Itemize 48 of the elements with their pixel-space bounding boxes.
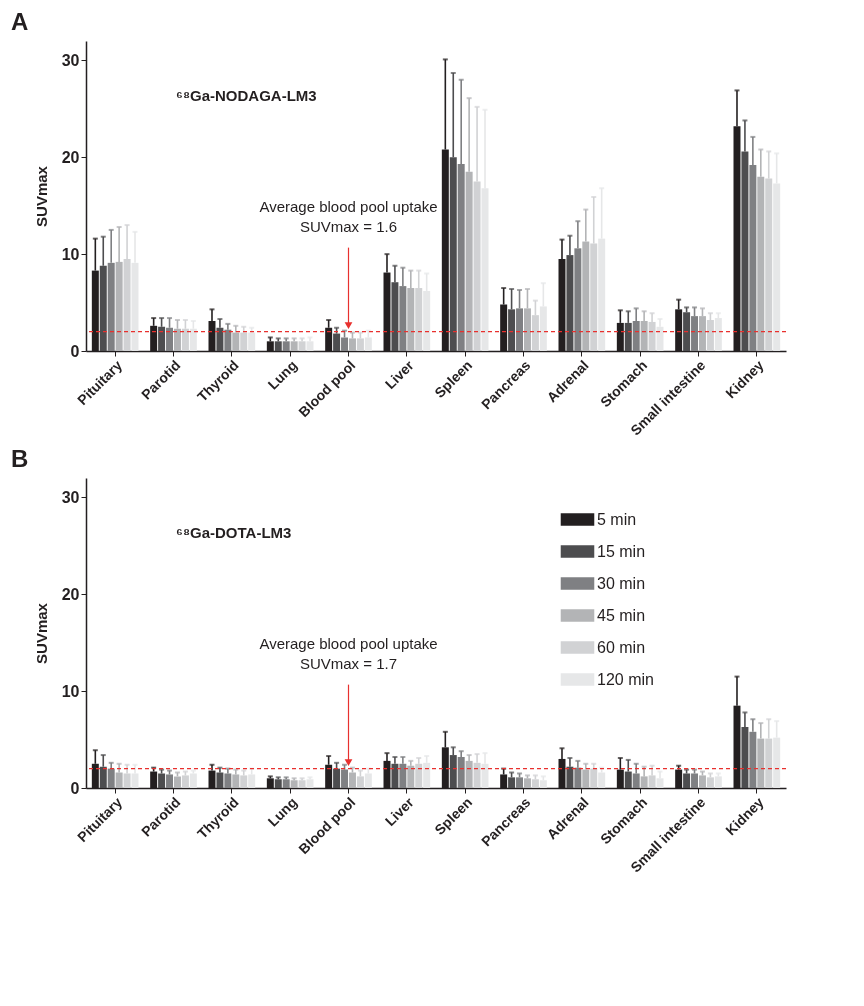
bar bbox=[240, 332, 248, 351]
bar bbox=[341, 769, 349, 788]
chart-title: B bbox=[11, 445, 29, 472]
bar bbox=[356, 776, 364, 788]
bar bbox=[683, 312, 691, 351]
annotation: ⁶⁸Ga-DOTA-LM3 bbox=[176, 524, 292, 541]
bar bbox=[508, 777, 516, 788]
annotation: Average blood pool uptake SUVmax = 1.7 bbox=[259, 634, 438, 672]
bar bbox=[364, 773, 372, 788]
bar bbox=[415, 763, 423, 788]
y-tick-label: 20 bbox=[61, 585, 80, 603]
bar bbox=[248, 332, 256, 351]
legend-label: 60 min bbox=[597, 638, 646, 656]
y-tick-label: 0 bbox=[70, 779, 80, 797]
bar bbox=[590, 768, 598, 788]
bar bbox=[107, 768, 115, 788]
bar bbox=[465, 760, 473, 788]
y-tick-label: 0 bbox=[70, 342, 80, 360]
y-axis-title: SUVmax bbox=[32, 602, 50, 664]
bar bbox=[356, 338, 364, 351]
y-tick-label: 10 bbox=[61, 682, 80, 700]
legend-label: 30 min bbox=[597, 574, 646, 592]
y-tick-label: 10 bbox=[61, 245, 80, 263]
bar bbox=[224, 329, 232, 351]
bar bbox=[714, 318, 722, 351]
chart-title: A bbox=[11, 8, 29, 35]
bar bbox=[348, 338, 356, 351]
bar bbox=[248, 774, 256, 788]
legend-label: 15 min bbox=[597, 542, 646, 560]
bar bbox=[224, 773, 232, 788]
annotation: ⁶⁸Ga-NODAGA-LM3 bbox=[176, 87, 317, 104]
bar bbox=[216, 772, 224, 788]
legend-label: 5 min bbox=[597, 510, 637, 528]
bar bbox=[232, 774, 240, 788]
y-tick-label: 20 bbox=[61, 148, 80, 166]
legend-label: 45 min bbox=[597, 606, 646, 624]
bar bbox=[582, 769, 590, 788]
bar bbox=[348, 772, 356, 788]
bar bbox=[240, 775, 248, 788]
bar bbox=[333, 333, 341, 351]
y-tick-label: 30 bbox=[61, 51, 80, 69]
bar bbox=[407, 765, 415, 788]
annotation: Average blood pool uptake SUVmax = 1.6 bbox=[259, 197, 438, 235]
legend-label: 120 min bbox=[597, 670, 654, 688]
y-axis-title: SUVmax bbox=[32, 165, 50, 227]
y-tick-label: 30 bbox=[61, 488, 80, 506]
bar bbox=[598, 772, 606, 788]
bar bbox=[333, 768, 341, 788]
